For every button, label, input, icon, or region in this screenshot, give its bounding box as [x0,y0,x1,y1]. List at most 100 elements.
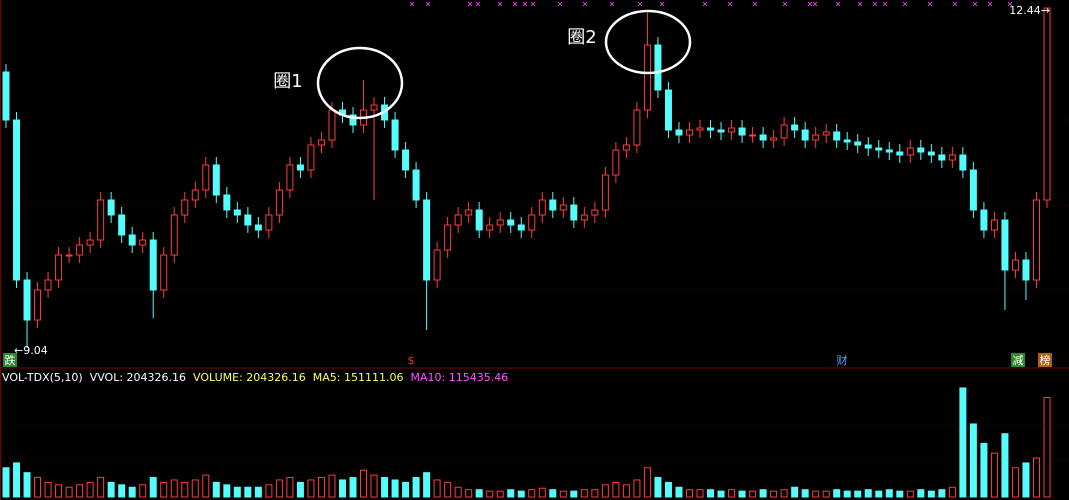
volume-bar [917,489,925,498]
volume-bar [707,489,715,498]
volume-bar [212,481,220,498]
volume-bar [244,486,252,498]
volume-bar [875,490,883,498]
candle-body [170,214,178,256]
candle-body [223,194,231,211]
candle-body [391,119,399,151]
candle-body [980,209,988,231]
candle-body [833,131,841,141]
candle-body [212,164,220,196]
annotation-circle [316,46,404,120]
candle-body [528,214,536,231]
candle-body [717,129,725,133]
event-marker-bg [1011,353,1025,367]
volume-bar [990,452,998,498]
volume-bar [948,486,956,498]
event-marker-bg [3,353,17,367]
volume-bar [896,490,904,498]
volume-bar [528,489,536,498]
high-label: 12.44→ [1009,4,1050,17]
candle-body [149,239,157,291]
candle-body [86,239,94,246]
volume-bar [433,479,441,498]
volume-bar [381,477,389,498]
event-marker: 减 [1013,354,1024,367]
volume-bar [812,490,820,498]
candle-body [517,224,525,231]
candle-body [633,109,641,146]
volume-bar [843,490,851,498]
volume-bar [444,481,452,498]
event-marker: 榜 [1040,353,1051,367]
volume-bar [959,387,967,498]
volume-bar [202,474,210,498]
top-marker [1007,1,1013,7]
candle-body [1043,7,1051,201]
volume-bar [128,486,136,498]
candle-body [938,154,946,161]
legend-entry: VOL-TDX(5,10) [2,371,83,384]
candle-body [549,199,557,211]
volume-bar [118,484,126,498]
volume-bar [412,477,420,498]
candle-body [296,164,304,171]
top-marker [637,1,643,7]
volume-bar [1043,397,1051,498]
candle-body [55,254,63,281]
candle-body [13,119,21,281]
candle-body [1001,219,1009,271]
volume-bar [286,477,294,498]
volume-bar [475,489,483,498]
candle-body [854,141,862,146]
top-marker [752,1,758,7]
candle-body [97,199,105,241]
volume-bar [580,489,588,498]
top-marker [497,1,503,7]
candle-body [486,224,494,231]
candle-body [286,164,294,191]
top-marker [807,1,813,7]
candle-body [34,289,42,321]
volume-bar [549,489,557,498]
candle-body [791,124,799,131]
candle-body [349,114,357,126]
candle-body [1011,259,1019,271]
candle-body [864,144,872,149]
volume-bar [633,479,641,498]
volume-bar [149,477,157,498]
candle-body [885,149,893,153]
candle-body [770,137,778,141]
top-marker [872,1,878,7]
top-marker [425,1,431,7]
candle-body [254,224,262,231]
top-marker [582,1,588,7]
top-marker [659,1,665,7]
legend-entry: MA10: 115435.46 [410,371,508,384]
candle-body [412,169,420,201]
volume-bar [296,481,304,498]
candle-body [696,127,704,131]
candle-body [917,147,925,153]
volume-bar [2,467,10,498]
candle-body [1032,199,1040,281]
annotation-circle [604,9,692,75]
volume-bar [591,489,599,498]
event-marker: 跌 [5,353,16,367]
volume-bar [65,486,73,498]
candle-body [160,254,168,291]
event-marker-bg [1038,353,1052,367]
candle-body [2,71,10,121]
volume-bar [696,489,704,498]
volume-bar [423,472,431,498]
top-marker [927,1,933,7]
volume-bar [55,484,63,498]
candle-body [275,189,283,216]
top-marker [812,1,818,7]
volume-bar [664,481,672,498]
candle-body [643,44,651,111]
volume-bar [223,484,231,498]
volume-bar [170,479,178,498]
volume-bar [402,481,410,498]
volume-bar [601,484,609,498]
